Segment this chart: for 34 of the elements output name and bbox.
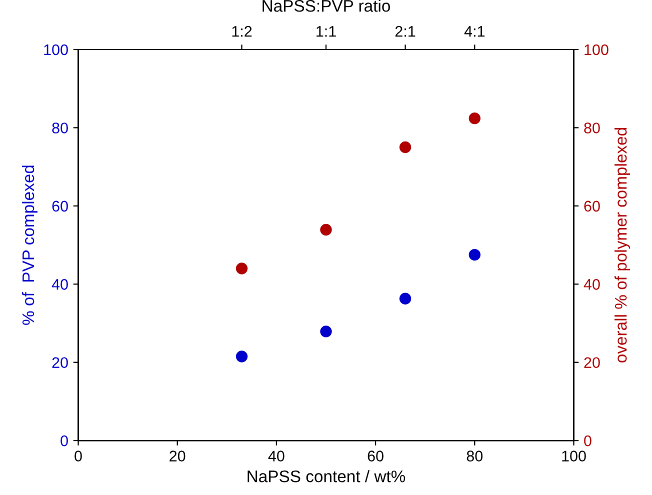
point [468, 248, 480, 261]
x-tick-label: 80 [466, 450, 483, 462]
y2-tick-label: 40 [584, 279, 600, 290]
x-tick-label: 40 [268, 450, 284, 462]
y2-axis-title: overall % of polymer complexed [614, 128, 630, 362]
y-tick-label: 0 [60, 435, 68, 446]
point [236, 262, 248, 274]
y2-tick-label: 0 [584, 435, 592, 446]
text: 1:1 [316, 26, 336, 37]
point [236, 350, 248, 362]
point [320, 326, 332, 338]
y2-tick-label: 100 [584, 44, 608, 56]
y2-tick-label: 80 [584, 122, 600, 134]
y-tick-label: 60 [52, 200, 68, 212]
x-tick-label: 100 [562, 450, 586, 462]
y2-tick-label: 20 [584, 357, 600, 368]
point [320, 224, 332, 236]
y-tick-label: 20 [52, 357, 68, 368]
x-axis-title: NaPSS content / wt% [248, 470, 406, 482]
y-tick-label: 80 [52, 122, 68, 134]
text: 4:1 [464, 26, 485, 37]
y-axis-title: % of PVP complexed [22, 166, 38, 325]
x-tick-label: 20 [170, 450, 186, 462]
x-tick-label: 60 [368, 450, 384, 462]
point [399, 292, 412, 304]
point [468, 112, 480, 124]
x-tick-label: 0 [74, 450, 82, 462]
text: 2:1 [395, 26, 416, 37]
y-tick-label: 40 [52, 279, 68, 290]
text: 1:2 [232, 26, 252, 37]
y-tick-label: 100 [44, 44, 68, 56]
y2-tick-label: 60 [584, 200, 600, 212]
x2-axis-title: NaPSS:PVP ratio [262, 0, 390, 12]
point [399, 141, 412, 154]
